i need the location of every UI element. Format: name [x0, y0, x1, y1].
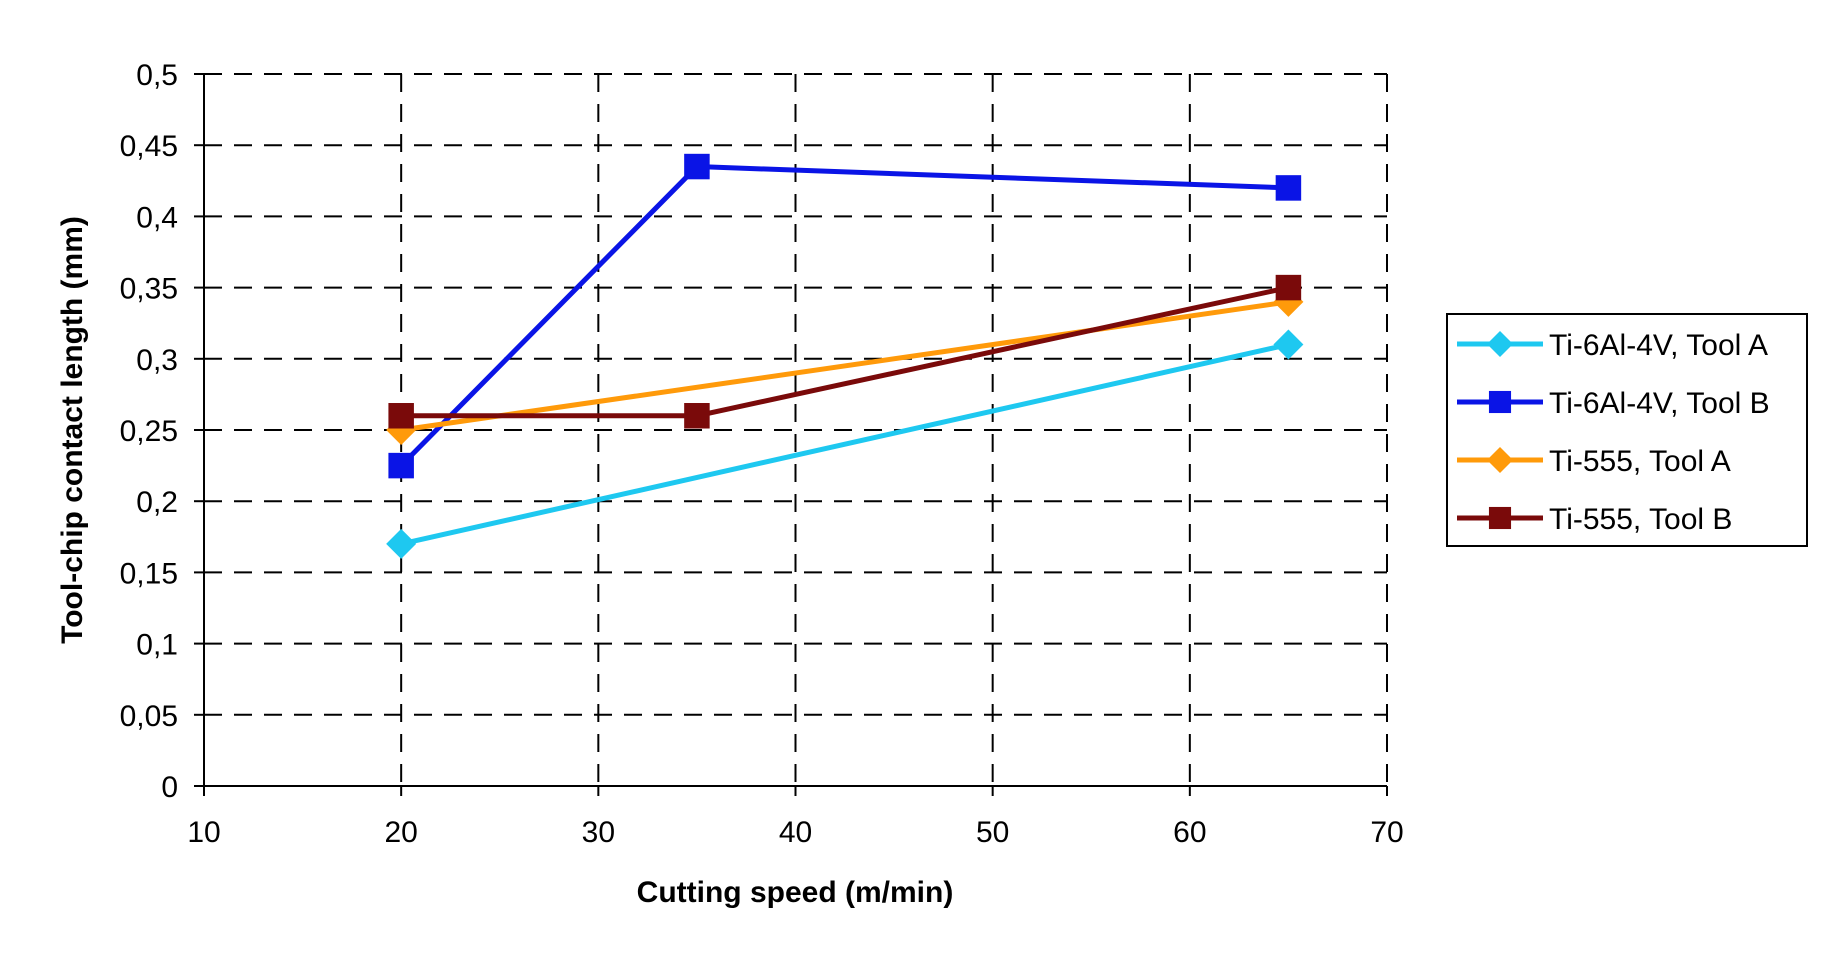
plot-series	[386, 153, 1304, 559]
x-tick-label: 40	[779, 816, 812, 849]
series-1	[386, 329, 1304, 559]
y-axis-title: Tool-chip contact length (mm)	[56, 216, 89, 644]
legend-marker	[1488, 390, 1512, 414]
legend-item-1: Ti-6Al-4V, Tool A	[1457, 329, 1768, 362]
data-point	[388, 452, 414, 479]
y-tick-label: 0,15	[120, 557, 178, 590]
legend-label: Ti-555, Tool B	[1549, 503, 1732, 536]
series-2	[388, 153, 1302, 479]
legend: Ti-6Al-4V, Tool A Ti-6Al-4V, Tool B Ti-555…	[1446, 313, 1808, 547]
x-axis-title: Cutting speed (m/min)	[637, 876, 954, 909]
data-point	[388, 403, 414, 429]
data-point	[684, 403, 710, 429]
series-line	[401, 285, 1289, 419]
data-point	[1275, 175, 1302, 201]
y-tick-label: 0,25	[120, 415, 178, 448]
y-tick-label: 0,5	[136, 59, 178, 92]
legend-label: Ti-6Al-4V, Tool B	[1549, 387, 1770, 420]
y-tick-label: 0,45	[120, 130, 178, 163]
data-point	[1273, 329, 1304, 360]
series-3	[386, 286, 1304, 445]
series-line	[400, 342, 1289, 547]
legend-label: Ti-6Al-4V, Tool A	[1549, 329, 1768, 362]
y-tick-label: 0,05	[120, 700, 178, 733]
x-tick-label: 20	[384, 816, 417, 849]
x-tick-label: 50	[976, 816, 1009, 849]
y-tick-label: 0,2	[136, 486, 178, 519]
data-point	[1275, 274, 1302, 301]
y-tick-label: 0,35	[120, 273, 178, 306]
legend-item-2: Ti-6Al-4V, Tool B	[1457, 387, 1770, 420]
legend-marker	[1487, 331, 1513, 357]
legend-item-3: Ti-555, Tool A	[1457, 445, 1731, 478]
y-tick-label: 0,3	[136, 344, 178, 377]
grid	[204, 73, 1388, 786]
data-point	[684, 153, 710, 180]
legend-marker	[1488, 506, 1512, 530]
axes: 0 0,05 0,1 0,15 0,2 0,25 0,3 0,35 0,4 0,45 0,5 10 20…	[120, 59, 1404, 849]
y-tick-label: 0	[161, 771, 178, 804]
series-line	[400, 299, 1289, 433]
legend-label: Ti-555, Tool A	[1549, 445, 1731, 478]
y-tick-label: 0,4	[136, 201, 178, 234]
series-4	[388, 274, 1302, 429]
y-tick-label: 0,1	[136, 629, 178, 662]
legend-marker	[1487, 447, 1513, 473]
x-tick-label: 60	[1173, 816, 1206, 849]
x-tick-label: 30	[582, 816, 615, 849]
data-point	[386, 528, 417, 559]
legend-item-4: Ti-555, Tool B	[1457, 503, 1732, 536]
x-tick-label: 70	[1370, 816, 1403, 849]
x-tick-label: 10	[187, 816, 220, 849]
